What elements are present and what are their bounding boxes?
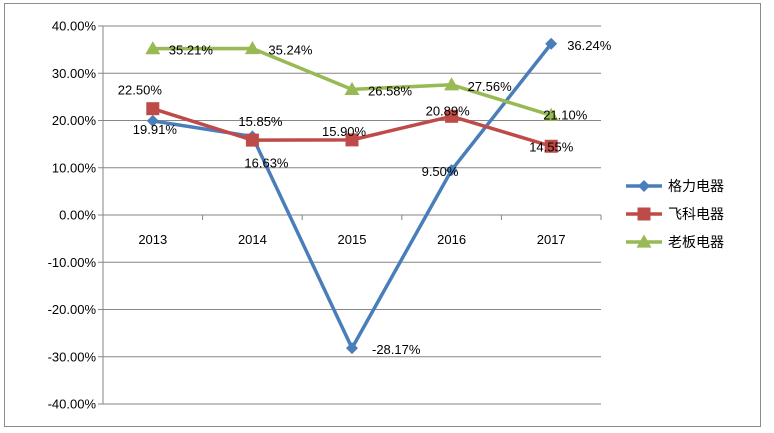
series-1-marker	[146, 114, 159, 127]
series-3-marker	[543, 107, 559, 121]
x-tick-label: 2016	[437, 232, 466, 247]
x-tick-label: 2014	[238, 232, 267, 247]
x-tick-label: 2015	[338, 232, 367, 247]
data-label: 9.50%	[422, 164, 459, 179]
series-1-marker	[346, 342, 358, 355]
y-tick-label: 30.00%	[52, 66, 97, 81]
chart-frame: -40.00% -30.00% -20.00% -10.00% 0.00% 10.00% 2…	[4, 3, 761, 427]
series-2-marker	[245, 133, 259, 147]
data-label: 27.56%	[468, 79, 513, 94]
legend-swatch-marker	[638, 180, 650, 192]
series-3-marker	[444, 77, 460, 91]
y-tick-label: 10.00%	[52, 160, 97, 175]
data-label: 26.58%	[368, 83, 413, 98]
series-2-marker	[146, 102, 160, 116]
series-layer	[145, 37, 559, 355]
y-tick-label: 40.00%	[52, 19, 97, 34]
series-3-marker	[344, 81, 360, 96]
data-label: 35.24%	[268, 42, 313, 57]
data-label: 14.55%	[529, 139, 574, 154]
y-tick-label: -40.00%	[48, 397, 97, 412]
legend-entry-label: 老板电器	[668, 234, 724, 250]
data-label: 35.21%	[169, 43, 214, 58]
data-label: 21.10%	[543, 107, 588, 122]
y-tick-label: -10.00%	[48, 255, 97, 270]
y-tick-label: 20.00%	[52, 113, 97, 128]
data-label-layer: 19.91% 16.63% -28.17% 9.50% 36.24% 22.50% 15.8…	[118, 38, 612, 357]
series-1-marker	[545, 37, 558, 50]
y-tick-label: 0.00%	[59, 208, 96, 223]
series-2-marker	[544, 139, 558, 153]
y-tick-label: -20.00%	[48, 302, 97, 317]
data-label: 20.89%	[426, 103, 471, 118]
series-3-marker	[145, 41, 161, 55]
data-label: -28.17%	[372, 342, 421, 357]
series-1-marker	[445, 164, 458, 177]
legend-entry-label: 飞科电器	[668, 206, 724, 222]
line-chart: -40.00% -30.00% -20.00% -10.00% 0.00% 10.00% 2…	[48, 19, 724, 412]
data-label: 19.91%	[133, 122, 178, 137]
data-label: 15.85%	[238, 114, 283, 129]
y-tick-label: -30.00%	[48, 349, 97, 364]
x-tick-label: 2017	[537, 232, 566, 247]
axis-layer: -40.00% -30.00% -20.00% -10.00% 0.00% 10.00% 2…	[48, 19, 602, 412]
x-tick-label: 2013	[138, 232, 167, 247]
data-label: 36.24%	[567, 38, 612, 53]
data-label: 15.90%	[322, 124, 367, 139]
data-label: 22.50%	[118, 83, 163, 98]
legend-swatch-marker	[636, 234, 652, 248]
series-3-marker	[244, 40, 260, 55]
series-2-marker	[445, 109, 459, 123]
series-2-marker	[345, 133, 359, 147]
legend-swatch-marker	[637, 207, 651, 221]
legend-entry-label: 格力电器	[668, 178, 724, 194]
data-label: 16.63%	[244, 155, 289, 170]
